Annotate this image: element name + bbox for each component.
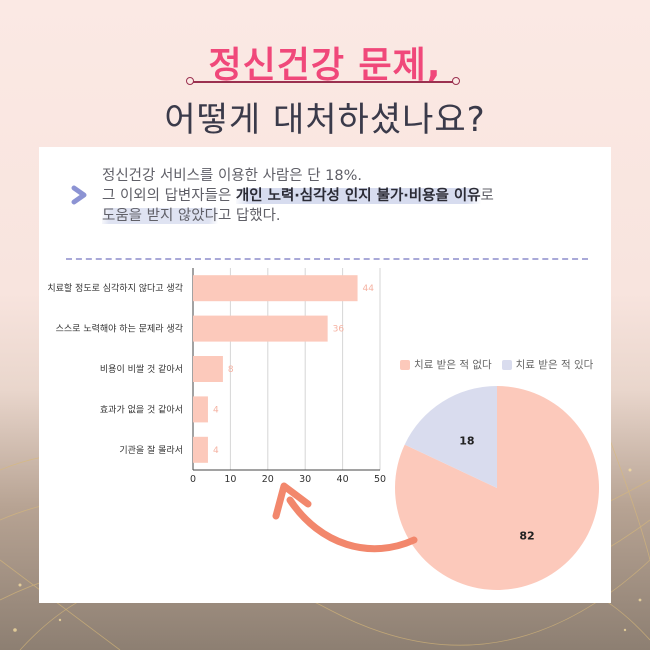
section-divider [66,258,588,260]
underline-dot-left [186,77,194,85]
pie-legend: 치료 받은 적 없다 치료 받은 적 있다 [400,357,593,372]
bar [193,356,223,382]
category-label: 기관을 잘 몰라서 [119,444,183,456]
summary-line1: 정신건강 서비스를 이용한 사람은 단 18%. [102,168,362,184]
x-tick-label: 10 [224,474,236,485]
bar [193,396,208,423]
page-title-line1: 정신건강 문제, [208,45,442,86]
bar [193,275,358,302]
summary-line3-highlight: 도움을 받지 않았다 [102,208,218,224]
summary-line2-pre: 그 이외의 답변자들은 [102,188,236,204]
bar [193,436,208,463]
pie-slice [404,386,497,488]
x-tick-label: 40 [337,474,349,485]
underline-dot-right [452,77,460,85]
title-underline [190,81,456,83]
bar [193,315,328,342]
pie-slice-label: 82 [519,529,534,542]
summary-text: 정신건강 서비스를 이용한 사람은 단 18%. 그 이외의 답변자들은 개인 … [102,166,602,226]
bar-value-label: 44 [363,284,375,294]
x-tick-label: 20 [262,474,274,485]
bar-value-label: 4 [213,446,219,456]
bar-value-label: 8 [228,365,234,375]
chevron-right-icon [71,185,87,205]
pie-slice-label: 18 [459,435,474,448]
x-tick-label: 30 [299,474,311,485]
summary-line3-post: 고 답했다. [217,208,281,224]
legend-swatch-none [400,359,410,370]
legend-swatch-yes [501,359,512,370]
bar-value-label: 36 [333,325,345,335]
legend-label-yes: 치료 받은 적 있다 [515,359,594,371]
page-title-line2: 어떻게 대처하셨나요? [164,100,486,140]
category-label: 스스로 노력해야 하는 문제라 생각 [56,323,183,335]
category-label: 효과가 없을 것 같아서 [100,403,183,415]
category-label: 치료할 정도로 심각하지 않다고 생각 [47,282,183,294]
summary-line3: 도움을 받지 않았다고 답했다. [102,206,602,226]
x-tick-label: 0 [190,474,196,485]
summary-line2-highlight: 개인 노력·심각성 인지 불가·비용을 이유 [235,188,481,204]
bar-value-label: 4 [213,405,219,415]
summary-line2: 그 이외의 답변자들은 개인 노력·심각성 인지 불가·비용을 이유로 [102,186,602,206]
summary-line2-post: 로 [480,188,494,204]
category-label: 비용이 비쌀 것 같아서 [100,363,183,375]
legend-label-none: 치료 받은 적 없다 [414,359,492,371]
x-tick-label: 50 [374,474,386,485]
